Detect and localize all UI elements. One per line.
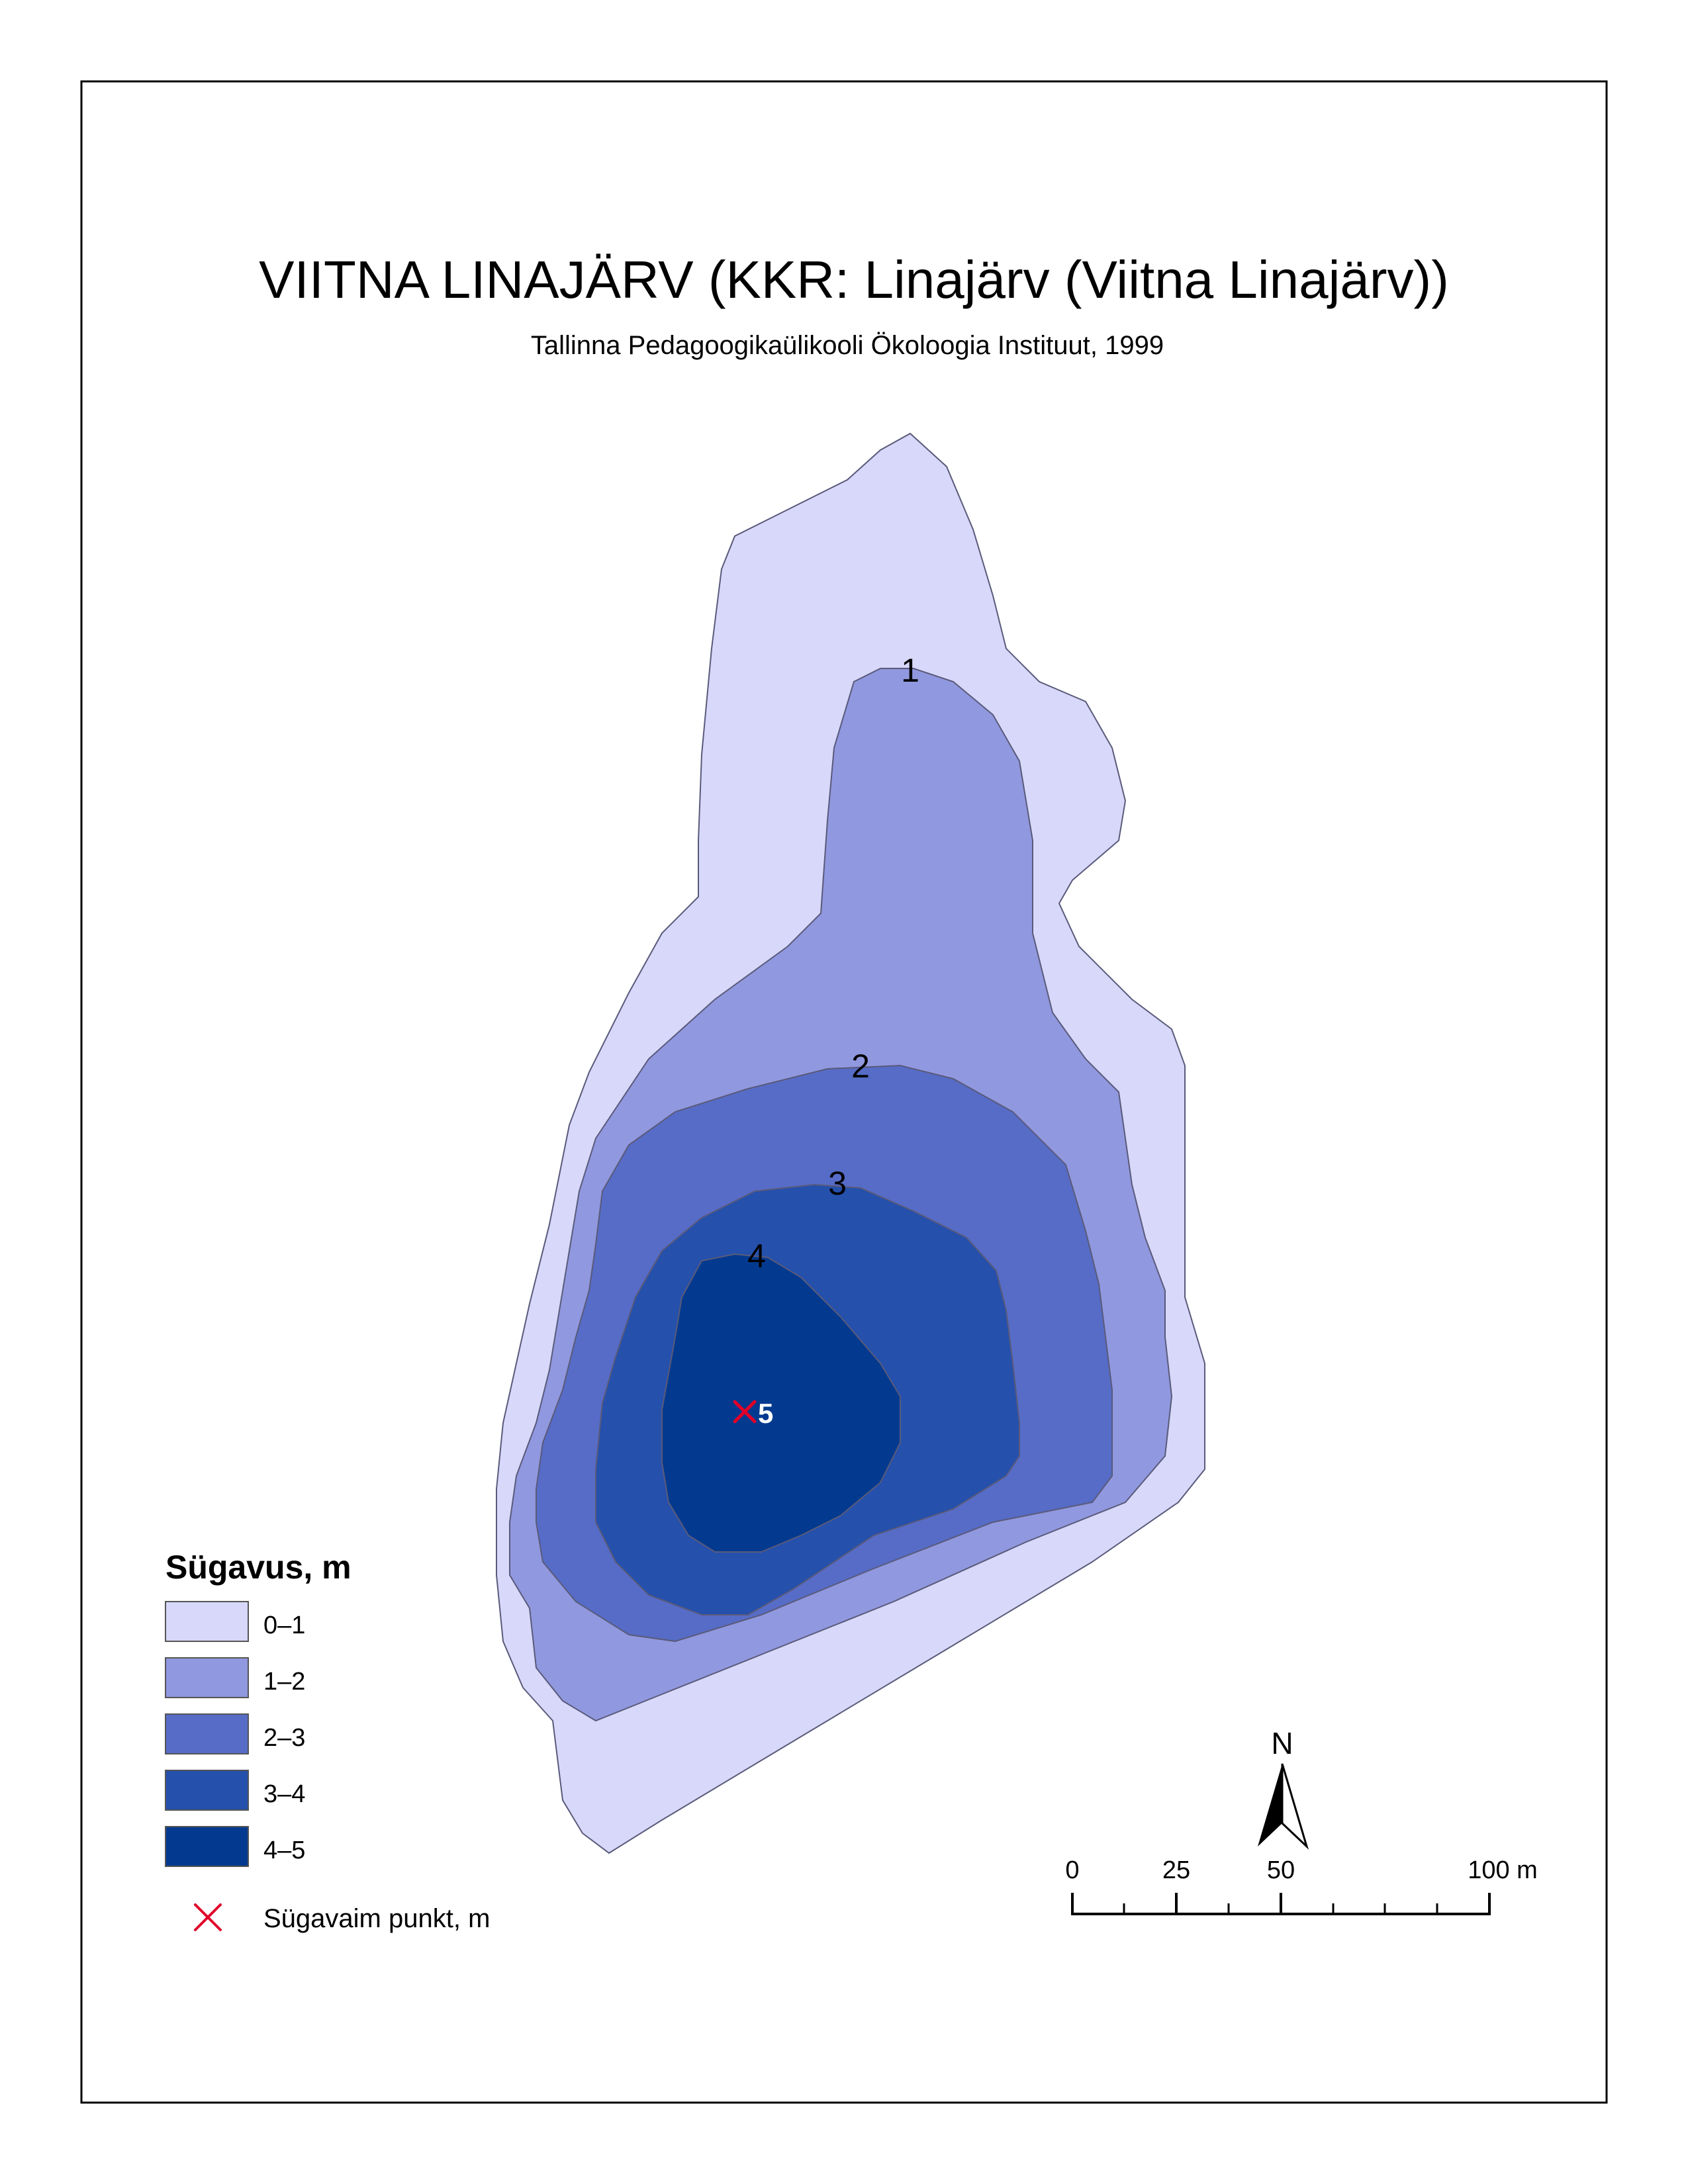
lake-bathymetry bbox=[496, 432, 1205, 1854]
legend-marker-label: Sügavaim punkt, m bbox=[263, 1904, 490, 1933]
red-x-icon bbox=[733, 1400, 757, 1424]
map-border bbox=[80, 80, 1608, 2104]
scale-tick-50: 50 bbox=[1267, 1856, 1295, 1884]
contour-label-2: 2 bbox=[851, 1048, 870, 1085]
legend-title: Sügavus, m bbox=[165, 1549, 352, 1586]
north-arrow-icon: N bbox=[1258, 1726, 1309, 1850]
contour-label-3: 3 bbox=[828, 1165, 847, 1202]
scale-tick-100: 100 m bbox=[1468, 1856, 1538, 1884]
legend-marker-x-icon bbox=[194, 1903, 222, 1931]
legend-swatch-4-5 bbox=[165, 1826, 249, 1867]
north-label: N bbox=[1271, 1726, 1293, 1760]
scale-tick-0: 0 bbox=[1065, 1856, 1079, 1884]
depth-zone-4-5 bbox=[661, 1253, 901, 1553]
legend-label-1-2: 1–2 bbox=[263, 1668, 305, 1696]
contour-label-1: 1 bbox=[901, 652, 919, 689]
legend-label-4-5: 4–5 bbox=[263, 1837, 305, 1864]
legend-swatch-0-1 bbox=[165, 1601, 249, 1642]
legend: Sügavus, m 0–1 1–2 2–3 3–4 4–5 Sügavaim … bbox=[165, 1549, 490, 1933]
legend-swatch-1-2 bbox=[165, 1657, 249, 1698]
legend-swatch-2-3 bbox=[165, 1713, 249, 1754]
legend-swatch-3-4 bbox=[165, 1770, 249, 1811]
scale-bar: 0 25 50 100 m bbox=[1065, 1856, 1538, 1915]
map-subtitle: Tallinna Pedagoogikaülikooli Ökoloogia I… bbox=[531, 331, 1164, 360]
deepest-point-label: 5 bbox=[758, 1398, 773, 1429]
contour-label-4: 4 bbox=[747, 1238, 766, 1275]
scale-tick-25: 25 bbox=[1162, 1856, 1190, 1884]
legend-label-0-1: 0–1 bbox=[263, 1612, 305, 1639]
legend-label-2-3: 2–3 bbox=[263, 1724, 305, 1752]
legend-label-3-4: 3–4 bbox=[263, 1780, 305, 1808]
map-title: VIITNA LINAJÄRV (KKR: Linajärv (Viitna L… bbox=[259, 250, 1449, 309]
